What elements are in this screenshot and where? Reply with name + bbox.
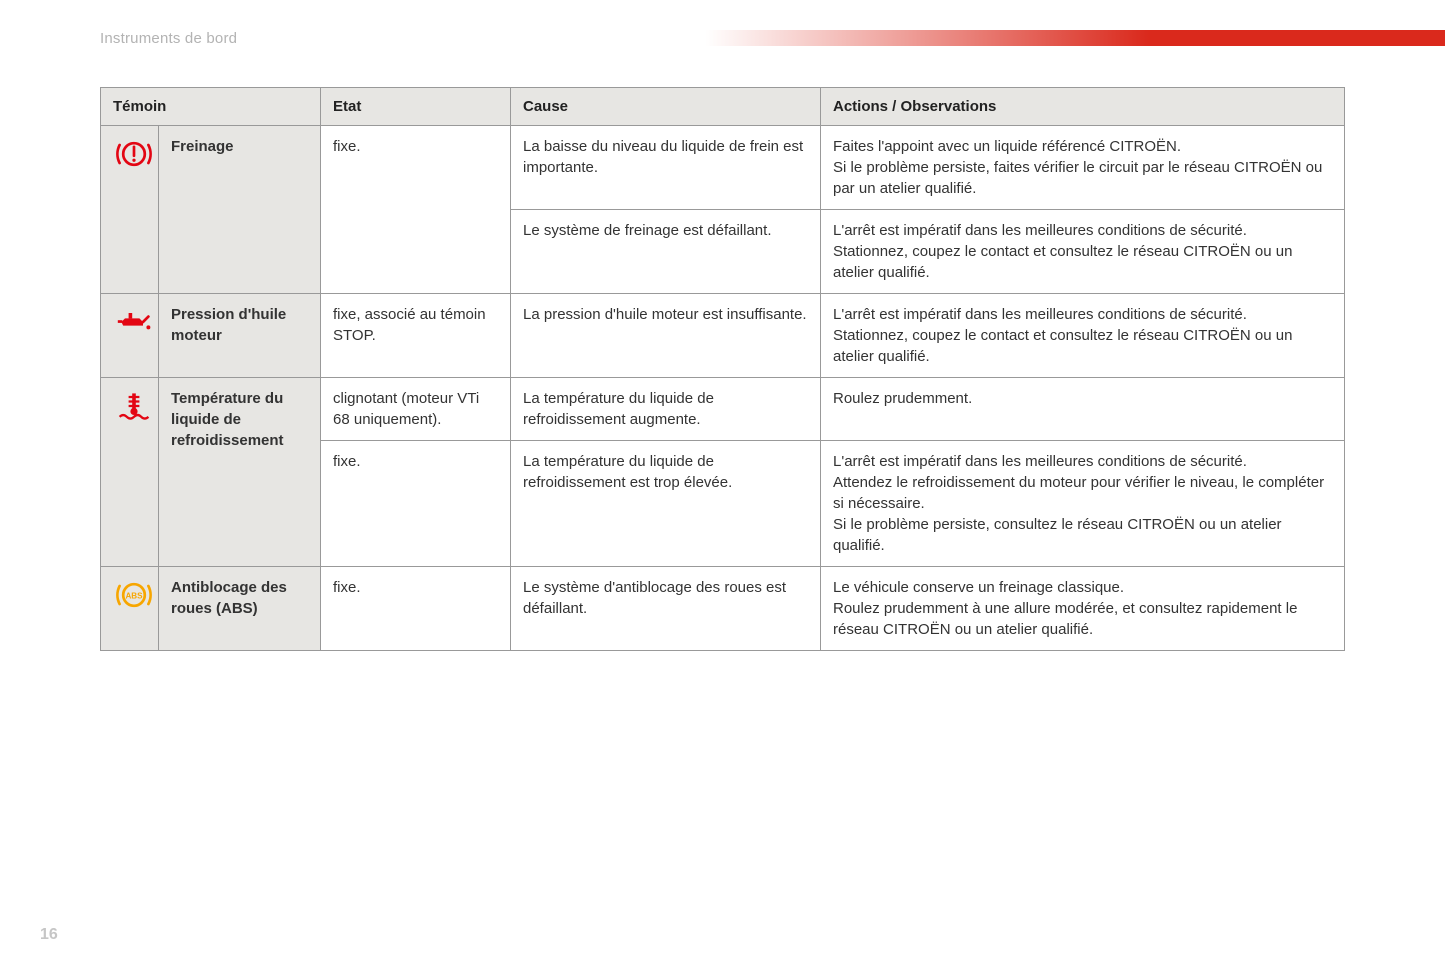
indicator-name: Antiblocage des roues (ABS) (159, 567, 321, 651)
table-row: Freinagefixe.La baisse du niveau du liqu… (101, 126, 1345, 210)
action-cell: Le véhicule conserve un freinage classiq… (821, 567, 1345, 651)
state-cell: clignotant (moteur VTi 68 uniquement). (321, 378, 511, 441)
col-cause: Cause (511, 88, 821, 126)
table-row: Pression d'huile moteurfixe, associé au … (101, 294, 1345, 378)
table-row: Antiblocage des roues (ABS)fixe.Le systè… (101, 567, 1345, 651)
table-row: Température du liquide de refroidissemen… (101, 378, 1345, 441)
brake-icon (101, 126, 159, 294)
indicator-name: Température du liquide de refroidissemen… (159, 378, 321, 567)
action-cell: Roulez prudemment. (821, 378, 1345, 441)
page-number: 16 (40, 926, 58, 944)
header-accent-bar (705, 30, 1445, 46)
action-cell: L'arrêt est impératif dans les meilleure… (821, 210, 1345, 294)
indicator-name: Freinage (159, 126, 321, 294)
cause-cell: La température du liquide de refroidisse… (511, 378, 821, 441)
manual-page: Instruments de bord Témoin Etat Cause Ac… (0, 0, 1445, 964)
state-cell: fixe. (321, 441, 511, 567)
cause-cell: Le système de freinage est défaillant. (511, 210, 821, 294)
state-cell: fixe. (321, 126, 511, 294)
oil-icon (101, 294, 159, 378)
table-header-row: Témoin Etat Cause Actions / Observations (101, 88, 1345, 126)
action-cell: Faites l'appoint avec un liquide référen… (821, 126, 1345, 210)
col-temoin: Témoin (101, 88, 321, 126)
action-cell: L'arrêt est impératif dans les meilleure… (821, 441, 1345, 567)
cause-cell: La température du liquide de refroidisse… (511, 441, 821, 567)
state-cell: fixe, associé au témoin STOP. (321, 294, 511, 378)
cause-cell: La pression d'huile moteur est insuffisa… (511, 294, 821, 378)
action-cell: L'arrêt est impératif dans les meilleure… (821, 294, 1345, 378)
state-cell: fixe. (321, 567, 511, 651)
abs-icon (101, 567, 159, 651)
cause-cell: Le système d'antiblocage des roues est d… (511, 567, 821, 651)
cause-cell: La baisse du niveau du liquide de frein … (511, 126, 821, 210)
coolant-icon (101, 378, 159, 567)
col-actions: Actions / Observations (821, 88, 1345, 126)
indicator-name: Pression d'huile moteur (159, 294, 321, 378)
warning-lights-table: Témoin Etat Cause Actions / Observations… (100, 87, 1345, 651)
col-etat: Etat (321, 88, 511, 126)
